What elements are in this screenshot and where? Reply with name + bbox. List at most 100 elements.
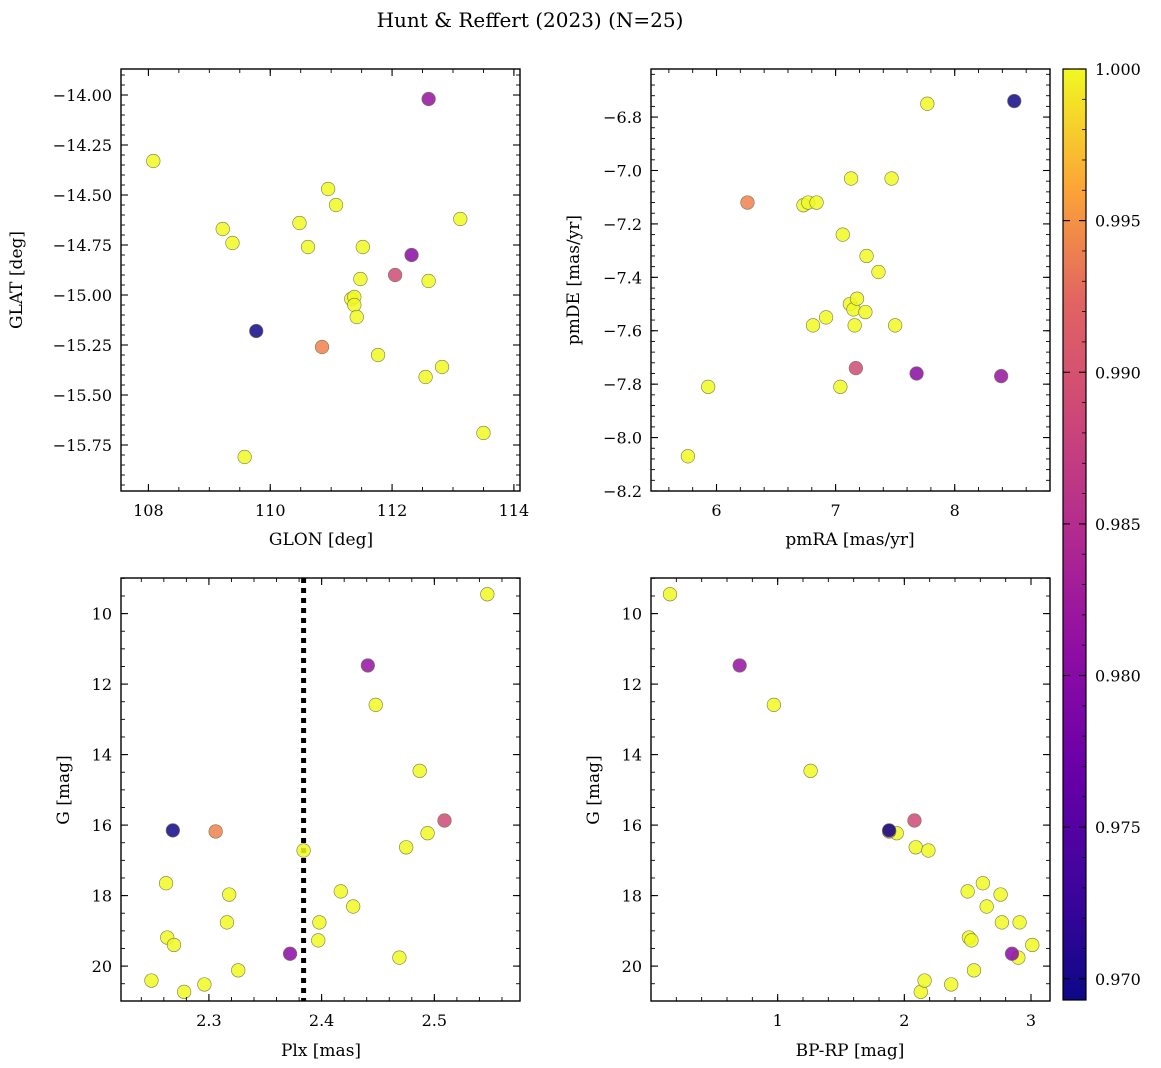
data-point <box>701 379 716 394</box>
y-tick-label: 14 <box>622 746 642 765</box>
data-point <box>1007 93 1022 109</box>
data-point <box>732 658 747 673</box>
data-point <box>884 171 899 186</box>
data-point <box>219 915 235 930</box>
data-point <box>353 271 368 287</box>
data-point <box>818 310 834 325</box>
data-point <box>346 899 361 914</box>
data-point <box>300 239 316 255</box>
data-point <box>368 697 383 713</box>
data-point <box>222 887 237 902</box>
data-point <box>966 963 982 978</box>
y-tick-label: −14.50 <box>53 186 112 205</box>
y-tick-label: 18 <box>622 887 642 906</box>
data-point <box>399 840 414 855</box>
x-axis-label: pmRA [mas/yr] <box>785 530 914 550</box>
data-point <box>312 915 327 930</box>
data-point <box>1012 915 1027 930</box>
y-tick-label: −8.2 <box>603 482 642 501</box>
scatter-points <box>144 578 495 1001</box>
data-point <box>917 973 932 988</box>
data-point <box>388 267 403 283</box>
data-point <box>360 658 375 673</box>
data-point <box>882 823 897 838</box>
scatter-points <box>680 93 1022 464</box>
data-point <box>1004 946 1020 961</box>
data-point <box>994 915 1009 930</box>
x-tick-label: 6 <box>711 501 721 520</box>
data-point <box>292 215 307 231</box>
y-tick-label: 18 <box>92 887 112 906</box>
data-point <box>453 211 468 227</box>
data-point <box>392 950 407 965</box>
y-tick-label: −14.25 <box>53 136 112 155</box>
y-tick-label: −15.25 <box>53 336 112 355</box>
data-point <box>311 933 326 948</box>
y-tick-label: −7.6 <box>603 322 642 341</box>
y-tick-label: 10 <box>622 605 642 624</box>
data-point <box>858 304 873 320</box>
data-point <box>907 813 922 828</box>
data-point <box>847 318 862 333</box>
y-tick-label: 16 <box>622 816 642 835</box>
data-point <box>909 366 924 381</box>
data-point <box>421 273 436 289</box>
panel-top-left: GLON [deg] GLAT [deg] 108 110 112 114 −14.00… <box>7 68 530 550</box>
data-point <box>662 587 678 602</box>
data-point <box>158 876 174 891</box>
data-point <box>993 887 1008 902</box>
x-axis-label: GLON [deg] <box>269 530 373 550</box>
data-point <box>833 379 848 394</box>
data-point <box>994 369 1009 384</box>
x-tick-label: 2 <box>899 1011 909 1030</box>
data-point <box>249 323 264 339</box>
y-tick-label: −7.2 <box>603 215 642 234</box>
x-axis-label: Plx [mas] <box>281 1041 361 1061</box>
x-tick-label: 110 <box>255 501 286 520</box>
x-axis-label: BP-RP [mag] <box>796 1041 905 1061</box>
data-point <box>835 227 850 242</box>
data-point <box>349 309 364 325</box>
y-tick-label: −7.4 <box>603 268 642 287</box>
axes-frame <box>650 68 1051 492</box>
data-point <box>177 984 192 999</box>
x-tick-label: 114 <box>499 501 530 520</box>
colorbar-tick-label: 0.975 <box>1095 818 1141 837</box>
colorbar: 0.970 0.975 0.980 0.985 0.990 0.995 1.000 <box>1062 60 1141 1001</box>
y-axis-label: G [mag] <box>54 755 74 824</box>
data-point <box>766 697 781 713</box>
data-point <box>231 963 246 978</box>
data-point <box>1025 937 1040 953</box>
data-point <box>803 763 818 778</box>
colorbar-tick-label: 0.970 <box>1095 970 1141 989</box>
data-point <box>355 239 370 255</box>
y-axis-label: GLAT [deg] <box>7 231 27 329</box>
data-point <box>420 826 435 841</box>
data-point <box>165 823 180 838</box>
data-point <box>208 824 223 839</box>
data-point <box>166 937 182 953</box>
y-tick-label: −6.8 <box>603 108 642 127</box>
data-point <box>333 884 348 899</box>
y-tick-label: −15.75 <box>53 436 112 455</box>
data-point <box>321 181 336 197</box>
y-tick-label: −7.0 <box>603 161 642 180</box>
data-point <box>480 587 495 602</box>
y-tick-label: −14.00 <box>53 86 112 105</box>
data-point <box>434 359 450 375</box>
y-tick-label: −7.8 <box>603 375 642 394</box>
data-point <box>920 96 935 111</box>
y-tick-label: 14 <box>92 746 112 765</box>
data-point <box>740 195 755 210</box>
data-point <box>144 973 159 988</box>
y-tick-label: −14.75 <box>53 236 112 255</box>
x-tick-label: 1 <box>773 1011 783 1030</box>
data-point <box>888 318 903 333</box>
data-point <box>347 297 362 313</box>
data-point <box>404 247 419 263</box>
x-tick-label: 2.3 <box>196 1011 221 1030</box>
data-point <box>921 843 936 858</box>
y-tick-label: 10 <box>92 605 112 624</box>
axes-frame <box>120 68 521 492</box>
data-point <box>437 813 452 828</box>
